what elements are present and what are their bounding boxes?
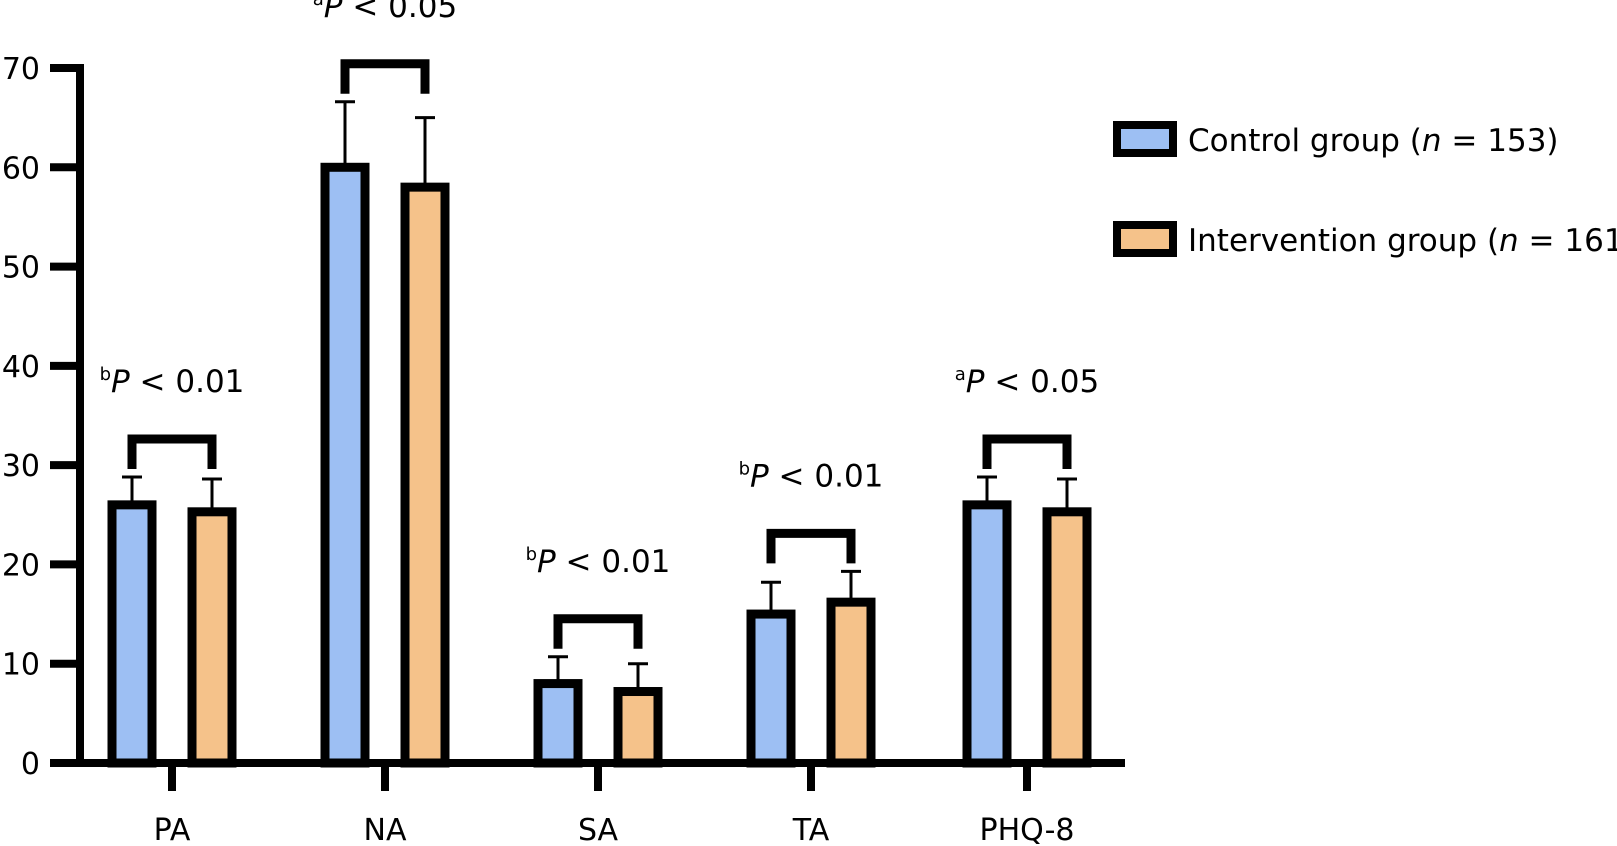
- bar-pa-intervention: [187, 507, 237, 768]
- significance-label: bP < 0.01: [100, 364, 245, 400]
- y-tick-label: 70: [2, 52, 40, 87]
- bar-phq-8-intervention: [1042, 507, 1092, 768]
- chart-legend: Control group (n = 153) Intervention grou…: [1113, 121, 1617, 259]
- significance-bracket: [340, 59, 430, 94]
- bar-ta-control: [746, 609, 796, 768]
- bar-ta-intervention: [826, 597, 876, 768]
- chart-axes: 0 10 20 30 40 50 60 70 PA NA SA TA PHQ-8: [2, 52, 1125, 846]
- y-tick-label: 50: [2, 251, 40, 286]
- significance-label: aP < 0.05: [955, 364, 1099, 400]
- y-tick-label: 10: [2, 648, 40, 683]
- bar-sa-intervention: [613, 687, 663, 768]
- y-tick-label: 40: [2, 350, 40, 385]
- y-tick-label: 60: [2, 151, 40, 186]
- significance-label: bP < 0.01: [526, 544, 671, 580]
- x-tick-label: NA: [364, 813, 407, 846]
- y-tick-label: 30: [2, 449, 40, 484]
- chart-bars: [107, 100, 1092, 768]
- significance-bracket: [982, 434, 1072, 470]
- x-tick-label: PHQ-8: [979, 813, 1074, 846]
- bar-na-intervention: [400, 182, 450, 768]
- legend-swatch: [1113, 121, 1177, 157]
- x-tick-label: TA: [792, 813, 830, 846]
- legend-swatch: [1113, 221, 1177, 257]
- bar-phq-8-control: [962, 500, 1012, 768]
- significance-bracket: [766, 528, 856, 564]
- significance-annotations: bP < 0.01 aP < 0.05 bP < 0.01 bP < 0.01 aP <…: [100, 0, 1099, 649]
- legend-label: Intervention group (n = 161): [1188, 223, 1617, 259]
- bar-sa-control: [533, 679, 583, 768]
- x-tick-label: SA: [578, 813, 619, 846]
- x-tick-label: PA: [154, 813, 191, 846]
- y-tick-label: 20: [2, 548, 40, 583]
- bar-na-control: [320, 162, 370, 768]
- significance-bracket: [553, 614, 643, 649]
- significance-bracket: [127, 434, 217, 470]
- y-tick-label: 0: [21, 747, 40, 782]
- significance-label: aP < 0.05: [313, 0, 457, 25]
- legend-label: Control group (n = 153): [1188, 123, 1559, 159]
- bar-pa-control: [107, 500, 157, 768]
- significance-label: bP < 0.01: [739, 458, 884, 494]
